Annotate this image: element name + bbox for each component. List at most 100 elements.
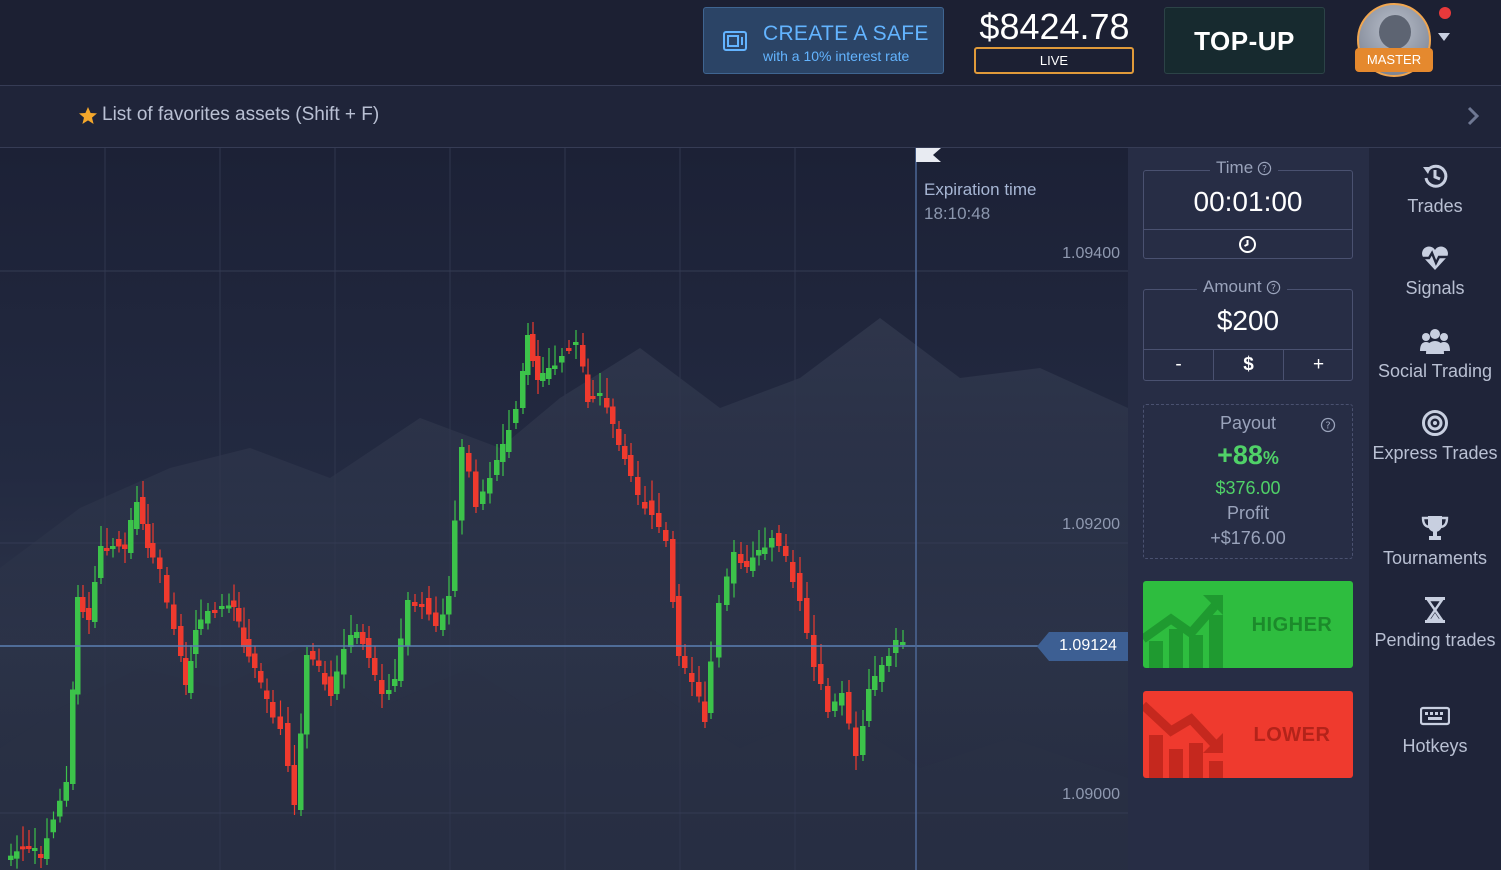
sidebar-item-tournaments[interactable]: Tournaments (1369, 513, 1501, 570)
candle-body (825, 686, 831, 712)
candle-body (433, 612, 439, 626)
candle-body (360, 632, 366, 644)
candle-body (63, 782, 69, 801)
candle-body (676, 596, 682, 656)
candle-body (392, 679, 398, 686)
candle-body (540, 373, 546, 381)
candle-body (372, 658, 378, 675)
candle-body (440, 614, 446, 630)
amount-decrease-button[interactable]: - (1175, 354, 1182, 375)
candle-body (642, 502, 648, 509)
sidebar-item-social-trading[interactable]: Social Trading (1369, 326, 1501, 383)
candle-body (426, 598, 432, 615)
candle-body (419, 604, 425, 607)
candle-body (473, 471, 479, 507)
candle-body (738, 554, 744, 563)
sidebar-item-hotkeys[interactable]: Hotkeys (1369, 701, 1501, 758)
vertical-grid (104, 148, 796, 870)
candle-body (670, 539, 676, 602)
time-value[interactable]: 00:01:00 (1193, 186, 1303, 217)
create-safe-button[interactable]: CREATE A SAFE with a 10% interest rate (703, 7, 944, 74)
sidebar-item-pending-trades[interactable]: Pending trades (1369, 595, 1501, 652)
star-icon[interactable] (78, 106, 98, 126)
payout-box (1143, 404, 1353, 559)
candle-body (98, 546, 104, 578)
keyboard-icon (1420, 706, 1450, 726)
candle-body (140, 497, 146, 524)
help-icon[interactable]: ? (1320, 417, 1336, 433)
candle-body (573, 342, 579, 345)
candle-body (122, 544, 128, 549)
account-mode-badge[interactable]: LIVE (974, 47, 1134, 74)
candle-body (310, 651, 316, 660)
candle-body (628, 455, 634, 476)
help-icon[interactable]: ? (1266, 280, 1281, 295)
amount-legend: Amount ? (1197, 277, 1287, 297)
payout-percent: +88% (1143, 440, 1353, 471)
candle-body (379, 680, 385, 694)
candlestick-chart[interactable] (0, 148, 1128, 870)
currency-toggle-button[interactable]: $ (1243, 354, 1254, 375)
candle-body (559, 356, 565, 363)
candle-body (157, 557, 163, 569)
candle-body (783, 546, 789, 556)
candle-body (285, 723, 291, 766)
safe-icon (723, 31, 747, 51)
candle-body (80, 597, 86, 612)
price-chart[interactable] (0, 148, 1128, 870)
candle-body (597, 393, 603, 396)
candle-body (610, 406, 616, 424)
clock-icon[interactable] (1238, 235, 1257, 254)
sidebar-item-trades[interactable]: Trades (1369, 161, 1501, 218)
trophy-icon (1421, 516, 1449, 540)
candle-body (150, 543, 156, 558)
candle-body (546, 368, 552, 379)
candle-body (506, 430, 512, 452)
candle-body (212, 610, 218, 613)
signals-heartbeat-icon (1422, 246, 1448, 270)
chevron-down-icon[interactable] (1438, 33, 1450, 41)
expiration-flag-icon (916, 148, 941, 162)
candle-body (316, 660, 322, 666)
candle-body (585, 374, 591, 402)
candle-body (291, 765, 297, 805)
candle-body (860, 726, 866, 755)
candle-body (241, 627, 247, 647)
candle-body (790, 562, 796, 582)
candle-body (171, 604, 177, 629)
candle-body (769, 538, 775, 548)
candle-body (480, 491, 486, 504)
lower-button[interactable]: LOWER (1143, 691, 1353, 778)
favorites-bar (0, 86, 1501, 148)
lower-label: LOWER (1253, 724, 1331, 746)
favorites-label[interactable]: List of favorites assets (Shift + F) (102, 104, 380, 125)
candle-body (622, 446, 628, 459)
candle-body (811, 635, 817, 667)
amount-value[interactable]: $200 (1216, 305, 1280, 336)
help-icon[interactable]: ? (1257, 161, 1272, 176)
svg-text:?: ? (1262, 163, 1267, 174)
candle-body (724, 576, 730, 605)
candle-body (38, 854, 44, 858)
sidebar-item-signals[interactable]: Signals (1369, 243, 1501, 300)
price-level-label: 1.09400 (1062, 245, 1120, 262)
candle-body (70, 689, 76, 784)
profit-label: Profit (1226, 503, 1269, 523)
candle-body (277, 716, 283, 729)
account-balance[interactable]: $8424.78 (979, 6, 1130, 47)
chevron-right-icon[interactable] (1464, 104, 1482, 128)
sidebar-item-express-trades[interactable]: Express Trades (1369, 408, 1501, 465)
candle-body (44, 838, 50, 859)
candle-body (188, 661, 194, 693)
price-level-label: 1.09200 (1062, 516, 1120, 533)
amount-increase-button[interactable]: + (1312, 354, 1325, 375)
candle-body (104, 548, 110, 551)
higher-button[interactable]: HIGHER (1143, 581, 1353, 668)
divider (1144, 349, 1352, 350)
candle-body (590, 396, 596, 399)
time-label: Time (1216, 158, 1254, 177)
divider (1213, 350, 1214, 380)
candle-body (682, 656, 688, 668)
topup-button[interactable]: TOP-UP (1164, 7, 1325, 74)
candle-body (604, 398, 610, 408)
